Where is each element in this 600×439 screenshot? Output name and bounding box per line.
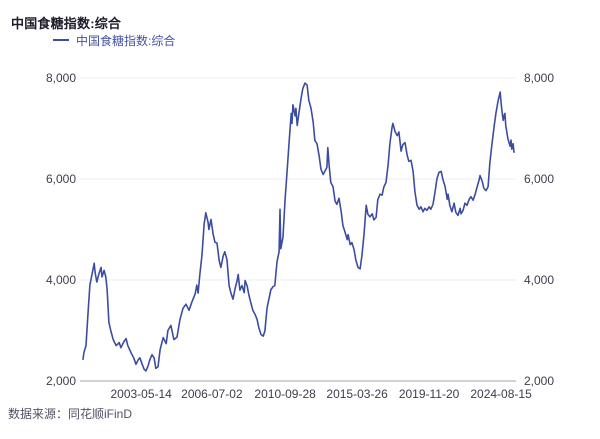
legend-label: 中国食糖指数:综合 [76,33,176,48]
x-axis-label: 2010-09-28 [254,387,316,401]
y-axis-label-left: 8,000 [45,71,76,85]
y-axis-label-right: 2,000 [524,374,555,388]
y-axis-label-left: 6,000 [45,172,76,186]
chart-title: 中国食糖指数:综合 [11,16,122,31]
x-axis-label: 2015-03-26 [326,387,388,401]
x-axis-label: 2003-05-14 [110,387,172,401]
x-axis-label: 2019-11-20 [398,387,460,401]
y-axis-label-right: 8,000 [524,71,555,85]
series-line [82,82,515,372]
y-axis-label-right: 6,000 [524,172,555,186]
y-axis-label-left: 4,000 [45,273,76,287]
data-source: 数据来源：同花顺iFinD [8,407,133,421]
x-axis-label: 2006-07-02 [181,387,243,401]
y-axis-label-right: 4,000 [524,273,555,287]
y-axis-label-left: 2,000 [45,374,76,388]
legend-line-swatch-icon [53,39,69,41]
legend: 中国食糖指数:综合 [53,33,176,48]
x-axis-label: 2024-08-15 [470,387,532,401]
